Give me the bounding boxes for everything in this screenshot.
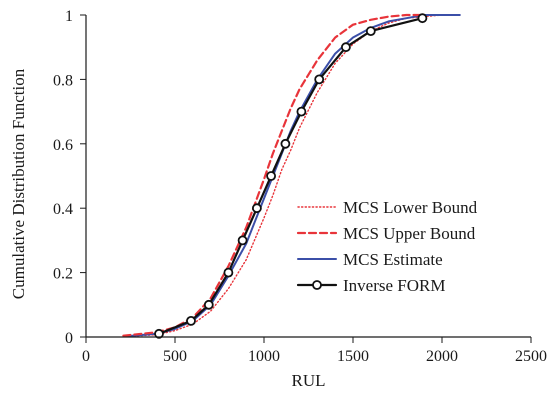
x-axis-title: RUL [292, 371, 326, 390]
series-line-0 [126, 14, 461, 338]
x-tick-label: 0 [82, 348, 90, 365]
series-3-point [186, 315, 196, 326]
y-tick-label: 1 [65, 8, 73, 25]
series-3-point [223, 267, 234, 278]
x-tick-label: 1000 [248, 348, 280, 365]
axes [85, 15, 531, 338]
series-3-point [280, 138, 291, 149]
series-3-point [365, 26, 376, 37]
plot-series [122, 13, 461, 339]
legend: MCS Lower Bound MCS Upper Bound MCS Estima… [296, 198, 478, 295]
y-tick-label: 0.6 [53, 137, 73, 154]
legend-marker [312, 280, 322, 290]
ticks: 0 500 1000 1500 2000 2500 0 0.2 0.4 0.6 0.8 1 [53, 8, 547, 365]
legend-label-1: MCS Upper Bound [343, 224, 476, 243]
series-3-point [340, 42, 351, 53]
series-3-point [237, 235, 248, 246]
series-3-point [251, 203, 262, 214]
legend-label-3: Inverse FORM [343, 276, 445, 295]
series-3-point [203, 299, 214, 310]
series-3-point [417, 13, 428, 24]
x-tick-label: 2500 [515, 348, 547, 365]
x-tick-label: 500 [163, 348, 187, 365]
series-3-point [296, 106, 307, 117]
y-tick-label: 0.8 [53, 72, 73, 89]
y-tick-label: 0.2 [53, 266, 73, 283]
legend-label-0: MCS Lower Bound [343, 198, 478, 217]
legend-label-2: MCS Estimate [343, 250, 443, 269]
x-tick-label: 2000 [426, 348, 458, 365]
series-3-point [154, 328, 164, 339]
series-3-point [266, 171, 277, 181]
series-3-point [314, 74, 325, 85]
y-tick-label: 0.4 [53, 201, 73, 218]
x-tick-label: 1500 [337, 348, 369, 365]
y-axis-title: Cumulative Distribution Function [9, 68, 28, 299]
y-tick-label: 0 [65, 330, 73, 347]
